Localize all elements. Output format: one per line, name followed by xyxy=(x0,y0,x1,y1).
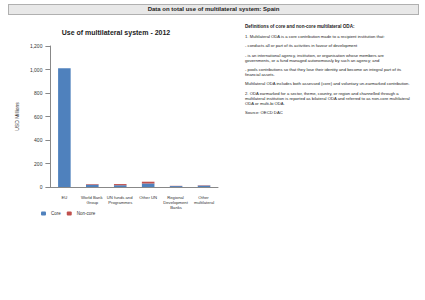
svg-text:World Bank: World Bank xyxy=(80,195,104,200)
svg-text:Other: Other xyxy=(198,195,210,200)
html-text:- conducts all or part of its: - conducts all or part of its activities… xyxy=(245,43,358,49)
html-text:Data on total use of multilate: Data on total use of multilateral system… xyxy=(147,6,280,12)
svg-text:1,000: 1,000 xyxy=(30,67,43,73)
svg-text:Programmes: Programmes xyxy=(108,200,132,205)
html-text:Multilateral ODA includes both: Multilateral ODA includes both assessed … xyxy=(245,81,410,87)
html-text:- is an international agency,: - is an international agency, institutio… xyxy=(245,52,384,63)
svg-text:Regional: Regional xyxy=(167,195,185,200)
svg-text:Group: Group xyxy=(86,200,98,205)
svg-text:600: 600 xyxy=(34,114,43,120)
svg-text:EU: EU xyxy=(61,195,67,200)
svg-text:400: 400 xyxy=(34,137,43,143)
svg-text:Non-core: Non-core xyxy=(77,211,96,216)
svg-text:200: 200 xyxy=(34,161,43,167)
html-text:- pools contributions so that: - pools contributions so that they lose … xyxy=(245,67,402,78)
svg-text:multilateral: multilateral xyxy=(194,200,214,205)
html-text:Definitions of core and non-co: Definitions of core and non-core multila… xyxy=(245,24,355,29)
html-text:Source: OECD DAC: Source: OECD DAC xyxy=(245,110,283,116)
html-text:2. ODA earmarked for a sector,: 2. ODA earmarked for a sector, theme, co… xyxy=(245,90,410,106)
svg-text:UN funds and: UN funds and xyxy=(106,195,134,200)
svg-text:0: 0 xyxy=(40,184,43,190)
svg-text:1,200: 1,200 xyxy=(30,43,43,49)
svg-text:Banks: Banks xyxy=(170,205,182,210)
svg-text:Use of multilateral system - 2: Use of multilateral system - 2012 xyxy=(62,29,171,37)
svg-text:Core: Core xyxy=(51,211,61,216)
svg-text:800: 800 xyxy=(34,90,43,96)
svg-text:USD Millions: USD Millions xyxy=(14,102,20,131)
svg-text:Development: Development xyxy=(163,200,189,205)
svg-text:Other UN: Other UN xyxy=(139,195,157,200)
html-text:1. Multilateral ODA is a core: 1. Multilateral ODA is a core contributi… xyxy=(245,34,385,40)
